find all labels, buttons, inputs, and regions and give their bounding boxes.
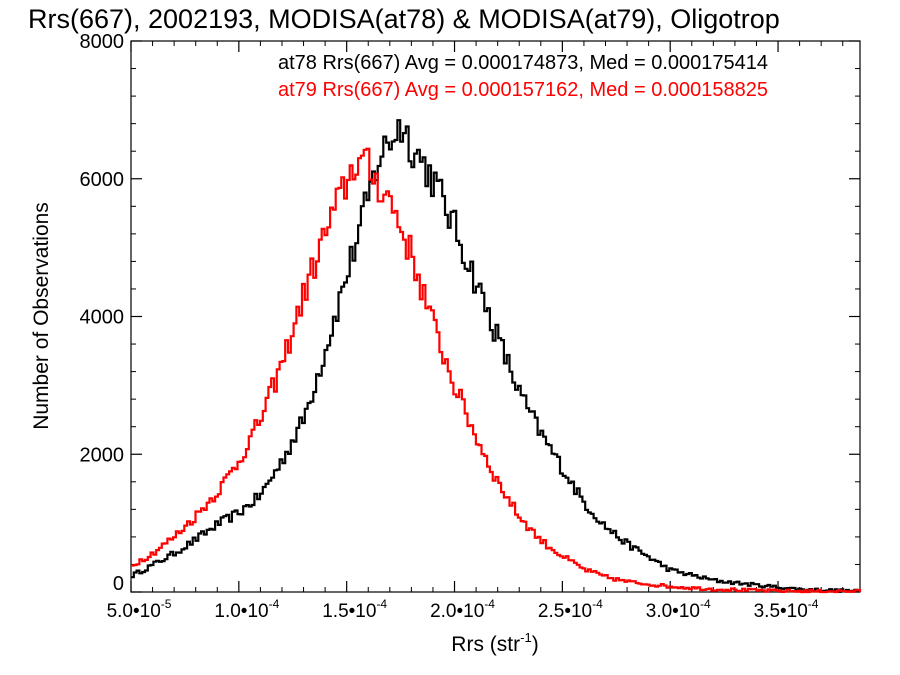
x-tick-labels: 5.0•10-5 1.0•10-4 1.5•10-4 2.0•10-4 2.5•10-4… — [107, 597, 819, 622]
plot-area — [130, 40, 862, 594]
x-tick-label-5: 3.0•10-4 — [646, 597, 711, 622]
x-tick-label-3: 2.0•10-4 — [430, 597, 495, 622]
x-tick-label-0: 5.0•10-5 — [107, 597, 172, 622]
chart-title: Rrs(667), 2002193, MODISA(at78) & MODISA… — [28, 4, 780, 34]
x-tick-exponent: -4 — [700, 597, 711, 611]
annotation-at79: at79 Rrs(667) Avg = 0.000157162, Med = 0… — [278, 79, 768, 101]
series-layer — [131, 119, 862, 594]
x-tick-exponent: -4 — [269, 597, 280, 611]
x-tick-exponent: -5 — [161, 597, 172, 611]
x-tick-exponent: -4 — [592, 597, 603, 611]
y-tick-label-3: 6000 — [80, 169, 125, 191]
y-tick-labels: 0 2000 4000 6000 8000 — [80, 31, 125, 595]
plot-frame — [130, 40, 861, 593]
x-tick-exponent: -4 — [484, 597, 495, 611]
x-tick-label-1: 1.0•10-4 — [214, 597, 279, 622]
x-axis-label-close: ) — [532, 633, 539, 656]
x-tick-mantissa: 1.5•10 — [322, 601, 376, 622]
x-tick-mantissa: 3.0•10 — [646, 601, 700, 622]
x-axis-label: Rrs (str-1) — [451, 630, 538, 656]
x-axis-label-exponent: -1 — [520, 630, 532, 645]
x-tick-mantissa: 3.5•10 — [754, 601, 808, 622]
x-axis-label-main: Rrs (str — [451, 633, 520, 656]
y-tick-label-4: 8000 — [80, 31, 125, 53]
x-tick-label-4: 2.5•10-4 — [538, 597, 603, 622]
series-line-0 — [131, 119, 860, 593]
y-axis-label: Number of Observations — [30, 202, 53, 430]
y-tick-label-2: 4000 — [80, 307, 125, 329]
y-tick-label-1: 2000 — [80, 444, 125, 466]
axis-ticks — [130, 40, 860, 593]
x-tick-exponent: -4 — [376, 597, 387, 611]
x-tick-mantissa: 2.0•10 — [430, 601, 484, 622]
x-tick-label-2: 1.5•10-4 — [322, 597, 387, 622]
x-tick-exponent: -4 — [808, 597, 819, 611]
x-tick-label-6: 3.5•10-4 — [754, 597, 819, 622]
annotation-at78: at78 Rrs(667) Avg = 0.000174873, Med = 0… — [278, 52, 768, 74]
x-tick-mantissa: 5.0•10 — [107, 601, 161, 622]
x-tick-mantissa: 2.5•10 — [538, 601, 592, 622]
series-line-1 — [131, 147, 862, 594]
y-tick-label-0: 0 — [113, 573, 124, 595]
x-tick-mantissa: 1.0•10 — [214, 601, 268, 622]
